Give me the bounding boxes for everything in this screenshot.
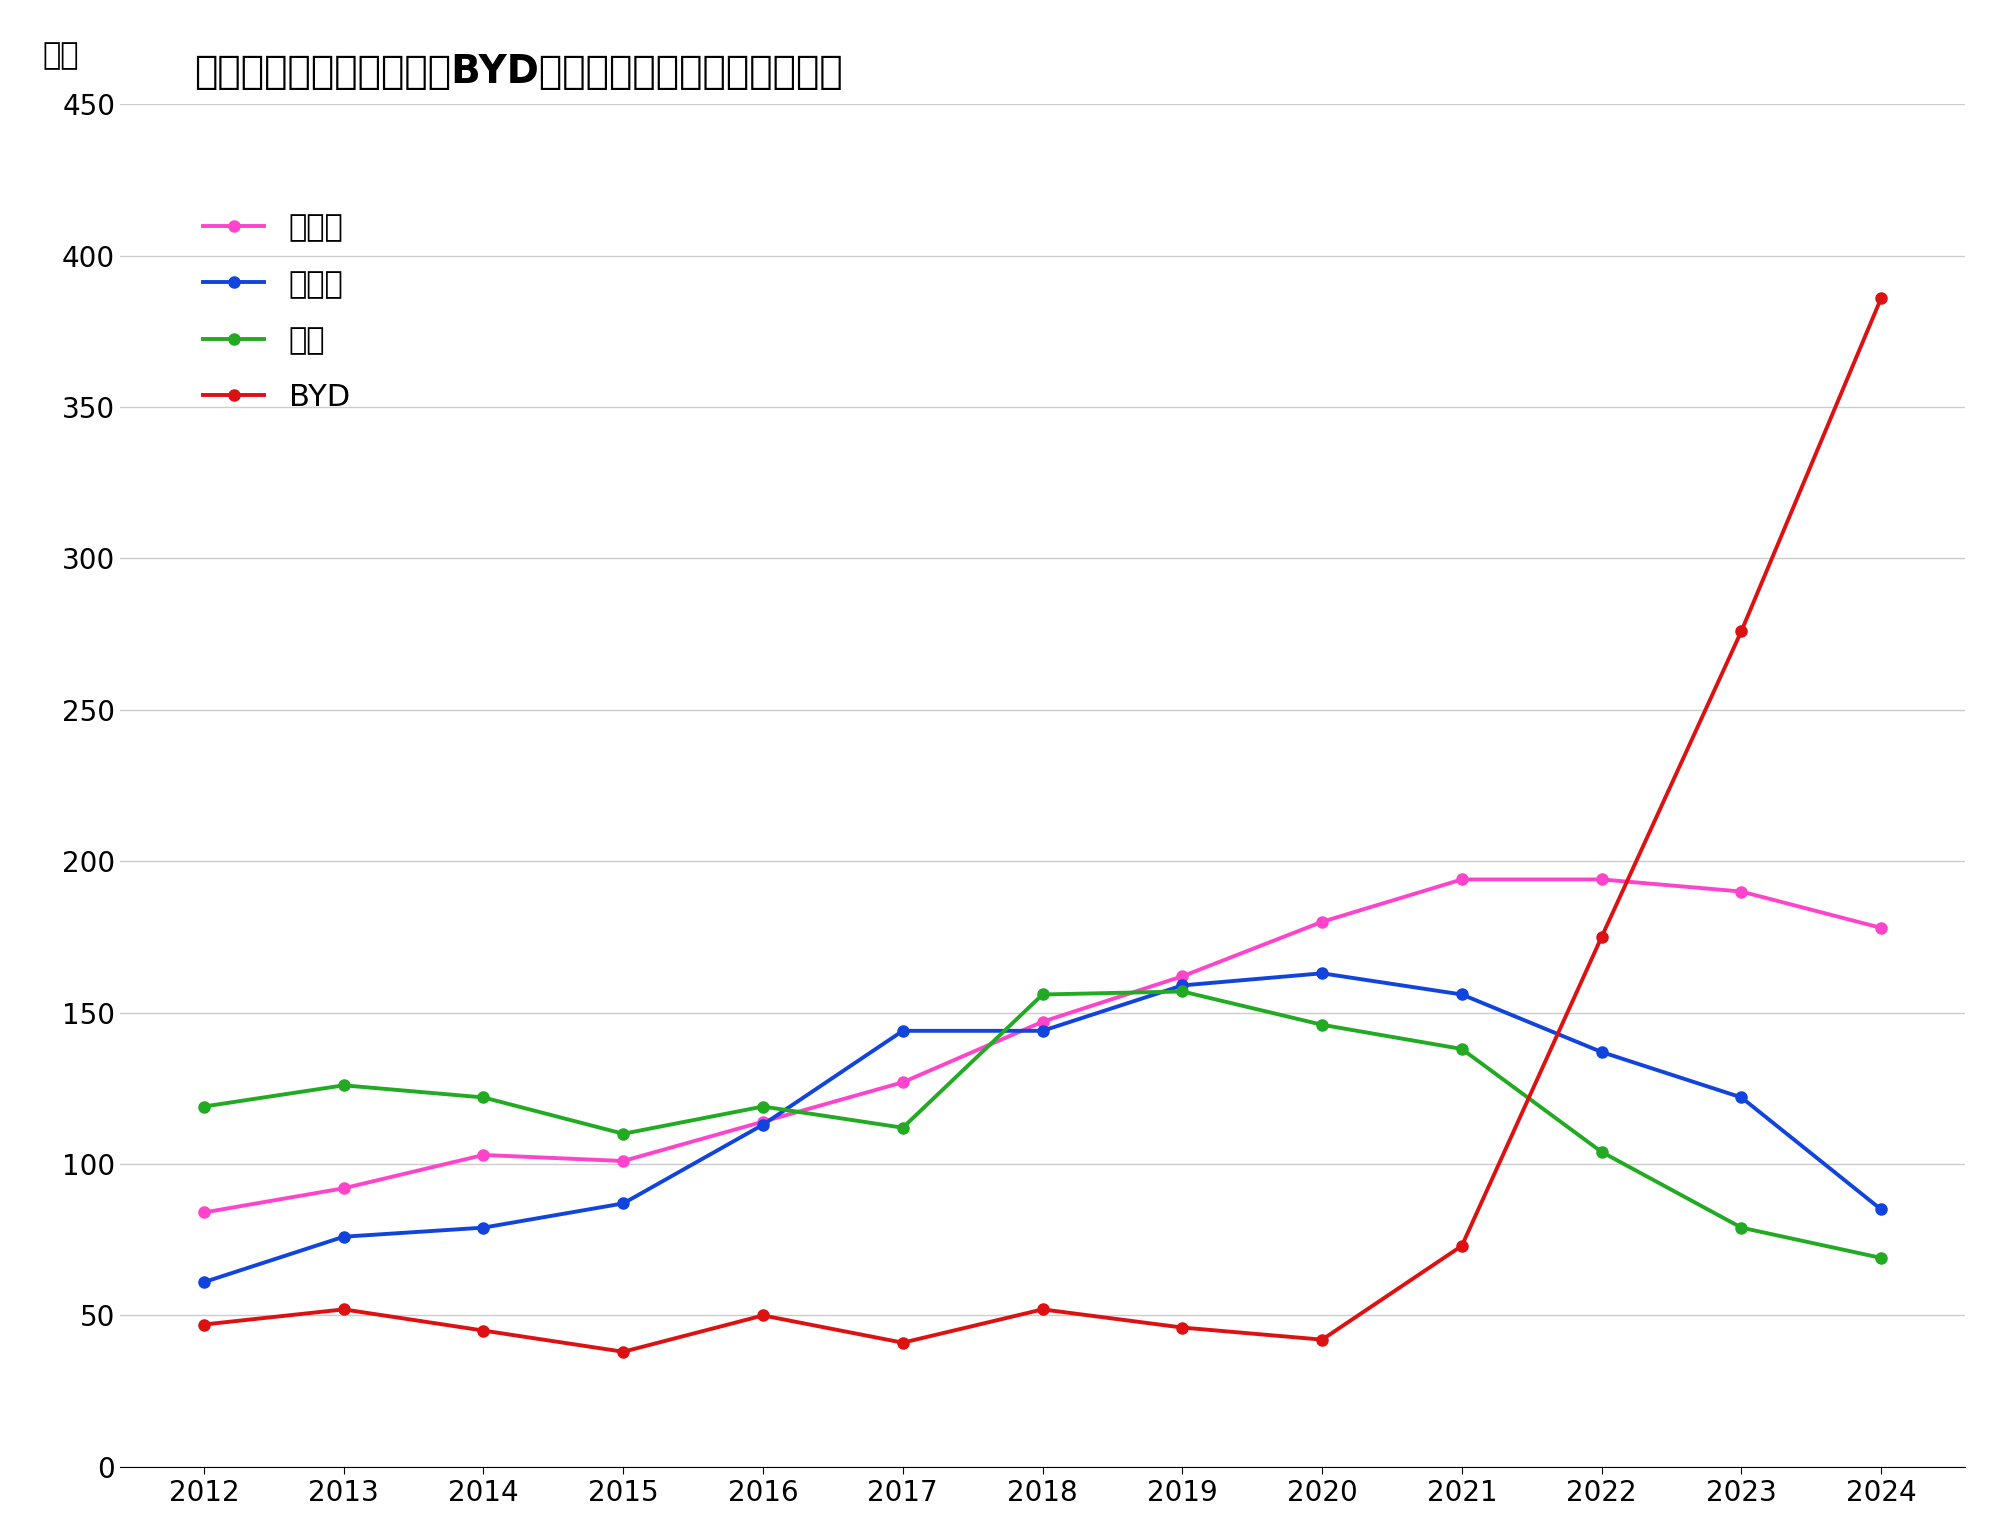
Legend: トヨタ, ホンダ, 日産, BYD: トヨタ, ホンダ, 日産, BYD [190, 201, 362, 424]
Text: 万台: 万台 [42, 41, 80, 71]
Text: トヨタ、ホンダ、日産、BYDの中国における販売台数推移: トヨタ、ホンダ、日産、BYDの中国における販売台数推移 [194, 54, 842, 92]
